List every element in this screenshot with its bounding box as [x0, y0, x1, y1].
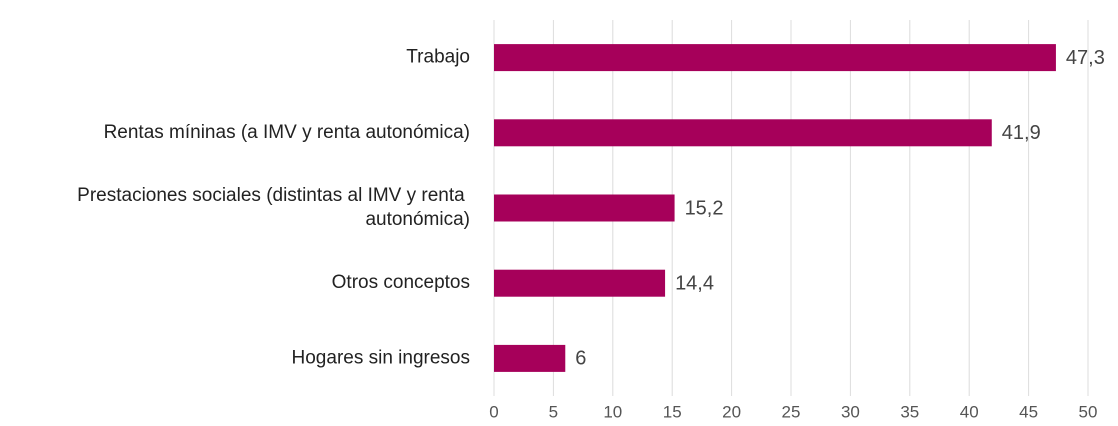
x-tick-label: 30 — [841, 402, 860, 421]
value-label: 41,9 — [1002, 122, 1041, 144]
bar — [494, 344, 566, 372]
x-tick-label: 45 — [1019, 402, 1038, 421]
x-tick-label: 5 — [549, 402, 558, 421]
x-tick-label: 10 — [603, 402, 622, 421]
x-tick-label: 40 — [960, 402, 979, 421]
value-label: 14,4 — [675, 272, 714, 294]
value-label: 6 — [575, 348, 586, 370]
bar — [494, 119, 992, 147]
value-label: 47,3 — [1066, 47, 1105, 69]
x-tick-label: 50 — [1079, 402, 1098, 421]
x-tick-label: 35 — [900, 402, 919, 421]
bar — [494, 269, 666, 297]
bar — [494, 194, 675, 222]
bar — [494, 44, 1056, 72]
x-tick-label: 25 — [782, 402, 801, 421]
y-tick-label: Hogares sin ingresos — [292, 347, 470, 368]
y-tick-label: Trabajo — [406, 47, 470, 68]
value-label: 15,2 — [685, 197, 724, 219]
x-tick-label: 0 — [489, 402, 498, 421]
y-tick-label: Otros conceptos — [332, 272, 470, 293]
y-tick-label: Rentas míninas (a IMV y renta autonómica… — [104, 122, 470, 143]
x-tick-label: 20 — [722, 402, 741, 421]
x-tick-label: 15 — [663, 402, 682, 421]
y-tick-label: Prestaciones sociales (distintas al IMV … — [77, 185, 470, 230]
